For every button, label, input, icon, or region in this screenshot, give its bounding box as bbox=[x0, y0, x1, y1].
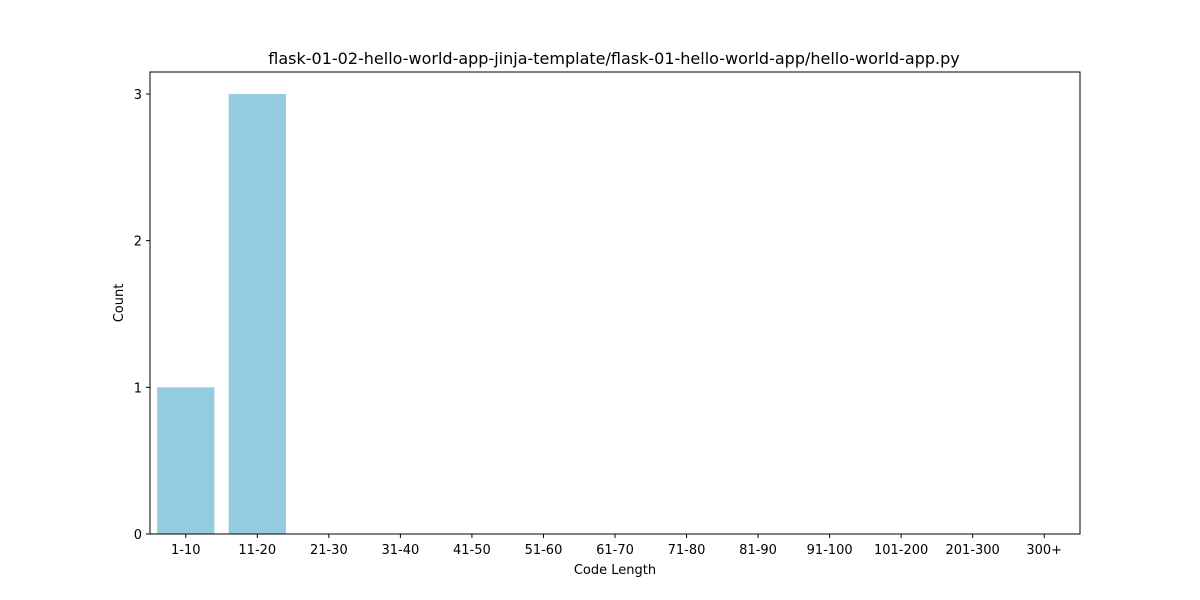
chart-title: flask-01-02-hello-world-app-jinja-templa… bbox=[268, 49, 960, 68]
x-tick-label: 1-10 bbox=[171, 543, 201, 558]
x-tick-label: 300+ bbox=[1026, 543, 1062, 558]
y-axis: 0 1 2 3 bbox=[134, 88, 150, 543]
x-tick-label: 51-60 bbox=[525, 543, 563, 558]
y-tick-label: 1 bbox=[134, 381, 142, 396]
bar-1-10 bbox=[157, 387, 215, 534]
x-tick-label: 61-70 bbox=[596, 543, 634, 558]
x-tick-label: 91-100 bbox=[807, 543, 853, 558]
x-tick-label: 71-80 bbox=[668, 543, 706, 558]
x-axis: 1-10 11-20 21-30 31-40 41-50 51-60 61-70 71-80 8… bbox=[171, 534, 1062, 558]
x-tick-label: 81-90 bbox=[739, 543, 777, 558]
x-tick-label: 201-300 bbox=[946, 543, 1000, 558]
x-tick-label: 41-50 bbox=[453, 543, 491, 558]
x-tick-label: 31-40 bbox=[381, 543, 419, 558]
bars-group bbox=[157, 94, 286, 534]
x-tick-label: 11-20 bbox=[238, 543, 276, 558]
bar-11-20 bbox=[228, 94, 286, 534]
y-tick-label: 3 bbox=[134, 88, 142, 103]
y-tick-label: 2 bbox=[134, 235, 142, 250]
x-tick-label: 101-200 bbox=[874, 543, 928, 558]
x-tick-label: 21-30 bbox=[310, 543, 348, 558]
y-tick-label: 0 bbox=[134, 528, 142, 543]
y-axis-label: Count bbox=[112, 284, 127, 323]
plot-area-frame bbox=[149, 71, 1081, 535]
x-axis-label: Code Length bbox=[574, 563, 656, 578]
